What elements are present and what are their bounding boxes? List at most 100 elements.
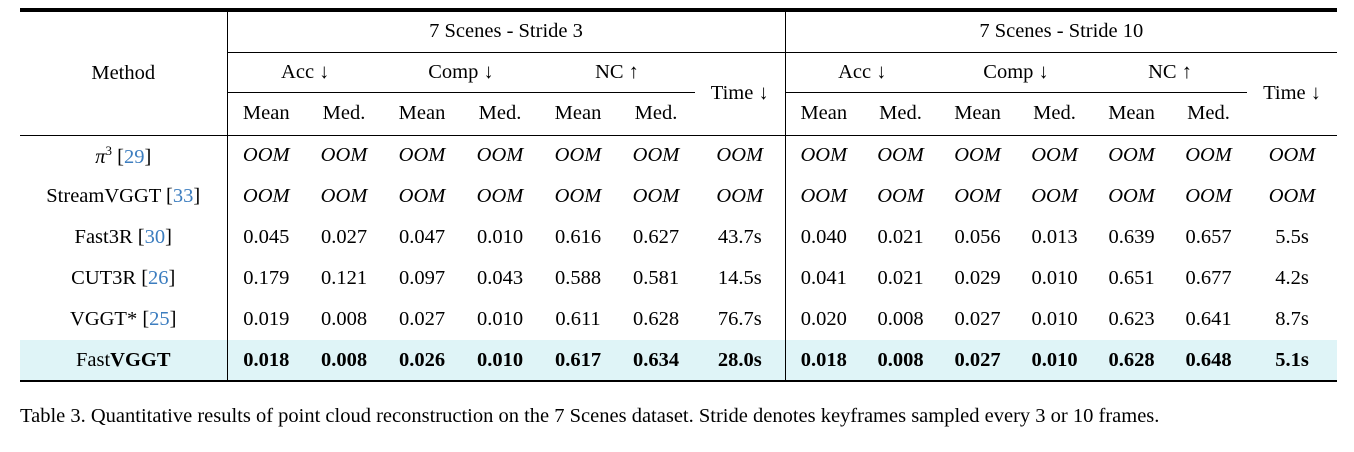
med-header: Med. <box>1016 92 1094 136</box>
value-cell: 0.045 <box>243 226 290 248</box>
value-cell: 0.651 <box>1108 267 1155 289</box>
method-cell: CUT3R [26] <box>20 258 228 299</box>
table-row: π3 [29] OOM OOM OOM OOM OOM OOM OOM OOM OOM OOM OOM… <box>20 135 1337 176</box>
table-caption: Table 3. Quantitative results of point c… <box>20 405 1160 427</box>
med-header: Med. <box>461 92 539 136</box>
value-cell: OOM <box>877 144 924 167</box>
value-cell: 0.588 <box>554 267 602 289</box>
value-cell: 0.634 <box>632 348 680 371</box>
citation-link[interactable]: 30 <box>144 226 166 248</box>
value-cell: 0.029 <box>954 267 1001 289</box>
method-name: StreamVGGT <box>46 185 161 207</box>
mean-header: Mean <box>539 92 617 136</box>
value-cell: OOM <box>954 144 1001 167</box>
citation-bracket: ] <box>168 267 176 289</box>
value-cell: 0.617 <box>554 348 602 371</box>
mean-header: Mean <box>1093 92 1171 136</box>
method-name: Fast <box>75 348 111 371</box>
value-cell: 0.010 <box>476 348 524 371</box>
method-cell: FastVGGT <box>20 340 228 381</box>
method-name: Fast3R <box>74 226 133 248</box>
value-cell: 0.581 <box>632 267 680 289</box>
citation-bracket: [ <box>132 226 145 248</box>
value-cell: 0.008 <box>877 348 924 371</box>
value-cell: OOM <box>320 144 368 167</box>
value-cell: 0.041 <box>784 258 863 299</box>
table-row: FastVGGT 0.018 0.008 0.026 0.010 0.617 0.634 28… <box>20 340 1338 381</box>
time-header-stride3: Time ↓ <box>695 52 786 136</box>
citation-bracket: ] <box>165 226 172 248</box>
citation-link[interactable]: 25 <box>149 308 170 330</box>
value-cell: 0.010 <box>476 226 524 248</box>
value-cell: OOM <box>954 185 1001 207</box>
value-cell: 0.047 <box>398 226 446 248</box>
value-cell: 14.5s <box>717 267 762 289</box>
value-cell: OOM <box>242 185 290 207</box>
value-cell: 0.020 <box>784 299 863 340</box>
value-cell: 0.027 <box>954 348 1001 371</box>
acc-header-stride3: Acc ↓ <box>227 52 383 93</box>
value-cell: OOM <box>398 144 446 167</box>
value-cell: 76.7s <box>717 308 762 330</box>
sub-header-row: Mean Med. Mean Med. Mean Med. Mean Med. … <box>20 92 1337 136</box>
value-cell: 0.018 <box>243 348 290 371</box>
table-row: Fast3R [30] 0.045 0.027 0.047 0.010 0.616 0.62… <box>20 217 1337 258</box>
citation-bracket: ] <box>144 145 152 168</box>
method-name: CUT3R <box>71 267 137 289</box>
value-cell: 0.018 <box>784 340 863 381</box>
value-cell: 0.627 <box>632 226 680 248</box>
mean-header: Mean <box>383 92 461 136</box>
method-cell: Fast3R [30] <box>20 217 228 258</box>
citation-bracket: [ <box>160 185 173 207</box>
method-name: π <box>95 145 106 168</box>
value-cell: 0.657 <box>1185 226 1232 248</box>
mean-header: Mean <box>227 92 305 136</box>
value-cell: 0.026 <box>398 348 446 371</box>
group-header-stride10: 7 Scenes - Stride 10 <box>784 12 1338 53</box>
med-header: Med. <box>862 92 940 136</box>
value-cell: OOM <box>476 185 524 207</box>
value-cell: 0.040 <box>784 217 863 258</box>
value-cell: 4.2s <box>1275 267 1309 289</box>
citation-bracket: [ <box>137 308 150 330</box>
table-row: StreamVGGT [33] OOM OOM OOM OOM OOM OOM OOM OOM O… <box>20 176 1337 217</box>
value-cell: OOM <box>1268 185 1316 207</box>
table-top-double-rule <box>20 8 1337 12</box>
value-cell: 0.019 <box>243 308 290 330</box>
method-cell: VGGT* [25] <box>20 299 228 340</box>
value-cell: OOM <box>320 185 368 207</box>
mean-header: Mean <box>939 92 1017 136</box>
time-header-stride10: Time ↓ <box>1247 52 1338 136</box>
value-cell: OOM <box>632 185 680 207</box>
group-header-row: Method 7 Scenes - Stride 3 7 Scenes - St… <box>20 12 1338 136</box>
citation-link[interactable]: 33 <box>172 185 194 207</box>
citation-bracket: ] <box>169 308 177 330</box>
value-cell: 0.043 <box>476 267 524 289</box>
value-cell: OOM <box>1268 144 1316 167</box>
value-cell: 0.121 <box>320 267 368 289</box>
value-cell: OOM <box>242 144 290 167</box>
method-name: VGGT* <box>70 308 138 330</box>
value-cell: 0.056 <box>954 226 1001 248</box>
value-cell: 0.027 <box>954 308 1001 330</box>
value-cell: 0.623 <box>1108 308 1155 330</box>
value-cell: 0.027 <box>398 308 446 330</box>
comp-header-stride10: Comp ↓ <box>939 52 1094 93</box>
med-header: Med. <box>1170 92 1248 136</box>
value-cell: OOM <box>784 176 863 217</box>
value-cell: 0.628 <box>632 308 680 330</box>
value-cell: 5.1s <box>1275 348 1309 371</box>
citation-link[interactable]: 26 <box>148 267 169 289</box>
value-cell: 0.648 <box>1185 348 1232 371</box>
metric-header-row: Acc ↓ Comp ↓ NC ↑ Time ↓ Acc ↓ Comp ↓ NC… <box>20 52 1338 136</box>
acc-header-stride10: Acc ↓ <box>784 52 940 93</box>
method-name: 3 <box>105 142 113 158</box>
method-cell: StreamVGGT [33] <box>20 176 228 217</box>
value-cell: OOM <box>632 144 680 167</box>
value-cell: 0.013 <box>1031 226 1078 248</box>
value-cell: 0.010 <box>1031 348 1078 371</box>
table-row: VGGT* [25] 0.019 0.008 0.027 0.010 0.611 0.628… <box>20 299 1337 340</box>
mean-header: Mean <box>784 92 863 136</box>
citation-link[interactable]: 29 <box>123 145 145 168</box>
table-header: Method 7 Scenes - Stride 3 7 Scenes - St… <box>20 12 1338 136</box>
